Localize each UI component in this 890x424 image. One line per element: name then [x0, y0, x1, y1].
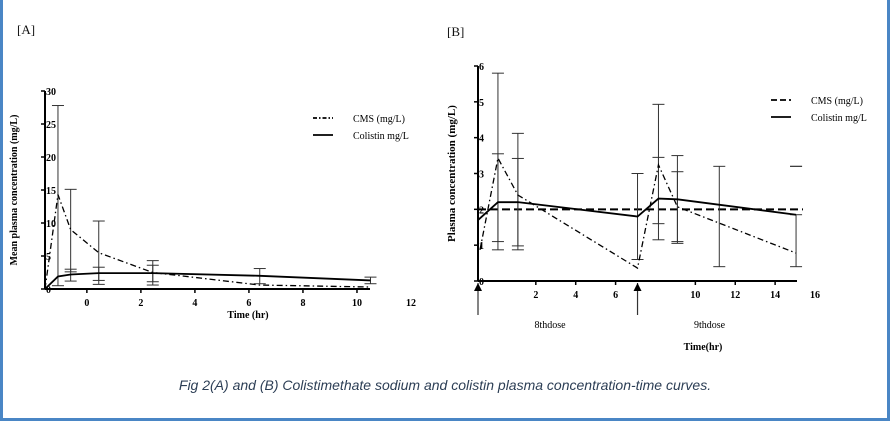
panel-b-dose-label: 8thdose — [534, 320, 566, 331]
panel-a-series-colistin-line — [44, 272, 371, 290]
panel-a-x-axis-label: Time (hr) — [227, 310, 268, 321]
panel-a-y-tick-label: 15 — [46, 186, 56, 197]
panel-b-x-tick-label: 6 — [613, 290, 618, 301]
panel-a-y-tick-label: 0 — [46, 285, 51, 296]
panel-a-y-tick-label: 20 — [46, 153, 56, 164]
panel-b-y-tick-label: 6 — [479, 62, 484, 73]
panel-b-y-axis-label: Plasma concentration (mg/L) — [446, 105, 458, 242]
panel-b-x-tick-label: 12 — [730, 290, 740, 301]
panel-a-x-tick-label: 4 — [192, 298, 197, 309]
panel-b-y-tick-label: 0 — [479, 277, 484, 288]
figure-caption: Fig 2(A) and (B) Colistimethate sodium a… — [178, 377, 712, 393]
panel-b-y-tick-label: 1 — [479, 241, 484, 252]
panel-b-y-tick-label: 4 — [479, 134, 484, 145]
panel-a-x-tick-label: 12 — [406, 298, 416, 309]
panel-a-y-tick-label: 10 — [46, 219, 56, 230]
panel-b-x-tick-label: 10 — [690, 290, 700, 301]
panel-a-y-tick-label: 30 — [46, 87, 56, 98]
panel-b-series-colistin-line — [477, 197, 797, 221]
panel-b-dose-arrow-head — [633, 283, 642, 291]
panel-b-x-axis-label: Time(hr) — [684, 342, 723, 353]
panel-a-legend-label: CMS (mg/L) — [353, 114, 405, 125]
panel-b-y-tick-label: 2 — [479, 205, 484, 216]
panel-b-x-tick-label: 4 — [573, 290, 578, 301]
panel-a-x-tick-label: 6 — [246, 298, 251, 309]
panel-a-x-tick-label: 0 — [84, 298, 89, 309]
panel-a-x-tick-label: 2 — [138, 298, 143, 309]
panel-b-y-tick-label: 5 — [479, 98, 484, 109]
panel-b-series-cms-line — [479, 156, 797, 270]
panel-a-y-tick-label: 5 — [46, 252, 51, 263]
panel-b-x-tick-label: 16 — [810, 290, 820, 301]
panel-a-x-tick-label: 10 — [352, 298, 362, 309]
panel-b-x-tick-label: 2 — [533, 290, 538, 301]
panel-b-legend-label: CMS (mg/L) — [811, 96, 863, 107]
panel-a-legend-label: Colistin mg/L — [353, 131, 409, 142]
panel-a-series-cms-line — [44, 194, 371, 290]
panel-b-label: [B] — [447, 24, 465, 39]
panel-b-dose-label: 9thdose — [694, 320, 726, 331]
panel-b-x-tick-label: 14 — [770, 290, 780, 301]
panel-a-x-tick-label: 8 — [300, 298, 305, 309]
panel-b-y-tick-label: 3 — [479, 170, 484, 181]
panel-a-y-tick-label: 25 — [46, 120, 56, 131]
panel-a-y-axis-label: Mean plasma concentration (mg/L) — [9, 115, 20, 266]
panel-b-legend-label: Colistin mg/L — [811, 113, 867, 124]
panel-b-dose-arrow-head — [474, 283, 482, 291]
panel-a-label: [A] — [17, 22, 36, 37]
